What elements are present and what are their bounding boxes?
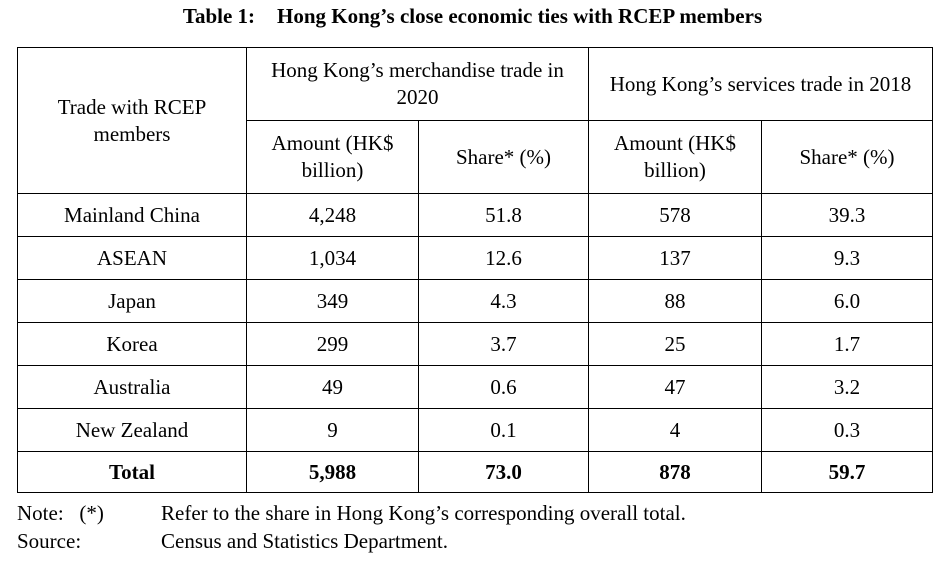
table-title: Table 1: Hong Kong’s close economic ties …: [0, 4, 945, 29]
merchandise-share: 12.6: [417, 236, 590, 280]
merchandise-share: 0.6: [417, 365, 590, 409]
row-name: Australia: [17, 365, 247, 409]
header-services-amount: Amount (HK$ billion): [588, 120, 763, 194]
header-merchandise-share: Share* (%): [417, 120, 590, 194]
merchandise-amount: 1,034: [246, 236, 419, 280]
merchandise-share: 4.3: [417, 279, 590, 323]
header-merchandise-amount: Amount (HK$ billion): [246, 120, 419, 194]
table-row: Australia 49 0.6 47 3.2: [17, 365, 934, 409]
row-name: Korea: [17, 322, 247, 366]
source-label: Source:: [17, 529, 82, 553]
services-share: 9.3: [761, 236, 934, 280]
total-merchandise-amount: 5,988: [246, 451, 419, 493]
total-row: Total 5,988 73.0 878 59.7: [17, 451, 934, 493]
table-row: Korea 299 3.7 25 1.7: [17, 322, 934, 366]
header-services-share: Share* (%): [761, 120, 934, 194]
merchandise-share: 3.7: [417, 322, 590, 366]
row-name: Mainland China: [17, 193, 247, 237]
merchandise-amount: 4,248: [246, 193, 419, 237]
source-text: Census and Statistics Department.: [161, 529, 448, 553]
table-row: New Zealand 9 0.1 4 0.3: [17, 408, 934, 452]
total-label: Total: [17, 451, 247, 493]
services-share: 0.3: [761, 408, 934, 452]
merchandise-share: 51.8: [417, 193, 590, 237]
services-amount: 578: [588, 193, 763, 237]
row-name: ASEAN: [17, 236, 247, 280]
source-line: Source: Census and Statistics Department…: [17, 527, 686, 555]
row-name: New Zealand: [17, 408, 247, 452]
table-number: Table 1:: [182, 4, 256, 28]
table-row: Mainland China 4,248 51.8 578 39.3: [17, 193, 934, 237]
note-label: Note: (*): [17, 501, 104, 525]
services-share: 3.2: [761, 365, 934, 409]
footnotes: Note: (*) Refer to the share in Hong Kon…: [17, 499, 686, 555]
row-name: Japan: [17, 279, 247, 323]
total-merchandise-share: 73.0: [417, 451, 590, 493]
services-amount: 25: [588, 322, 763, 366]
header-services-group: Hong Kong’s services trade in 2018: [588, 47, 934, 121]
services-amount: 4: [588, 408, 763, 452]
services-share: 6.0: [761, 279, 934, 323]
merchandise-share: 0.1: [417, 408, 590, 452]
services-amount: 47: [588, 365, 763, 409]
note-text: Refer to the share in Hong Kong’s corres…: [161, 501, 686, 525]
merchandise-amount: 299: [246, 322, 419, 366]
services-amount: 88: [588, 279, 763, 323]
table-title-text: Hong Kong’s close economic ties with RCE…: [277, 4, 763, 28]
trade-table: Trade with RCEP members Hong Kong’s merc…: [17, 47, 934, 493]
table-row: Japan 349 4.3 88 6.0: [17, 279, 934, 323]
merchandise-amount: 9: [246, 408, 419, 452]
note-line: Note: (*) Refer to the share in Hong Kon…: [17, 499, 686, 527]
total-services-amount: 878: [588, 451, 763, 493]
total-services-share: 59.7: [761, 451, 934, 493]
services-share: 1.7: [761, 322, 934, 366]
merchandise-amount: 49: [246, 365, 419, 409]
header-merchandise-group: Hong Kong’s merchandise trade in 2020: [245, 47, 590, 121]
services-share: 39.3: [761, 193, 934, 237]
header-row-label: Trade with RCEP members: [17, 47, 247, 194]
table-row: ASEAN 1,034 12.6 137 9.3: [17, 236, 934, 280]
merchandise-amount: 349: [246, 279, 419, 323]
services-amount: 137: [588, 236, 763, 280]
